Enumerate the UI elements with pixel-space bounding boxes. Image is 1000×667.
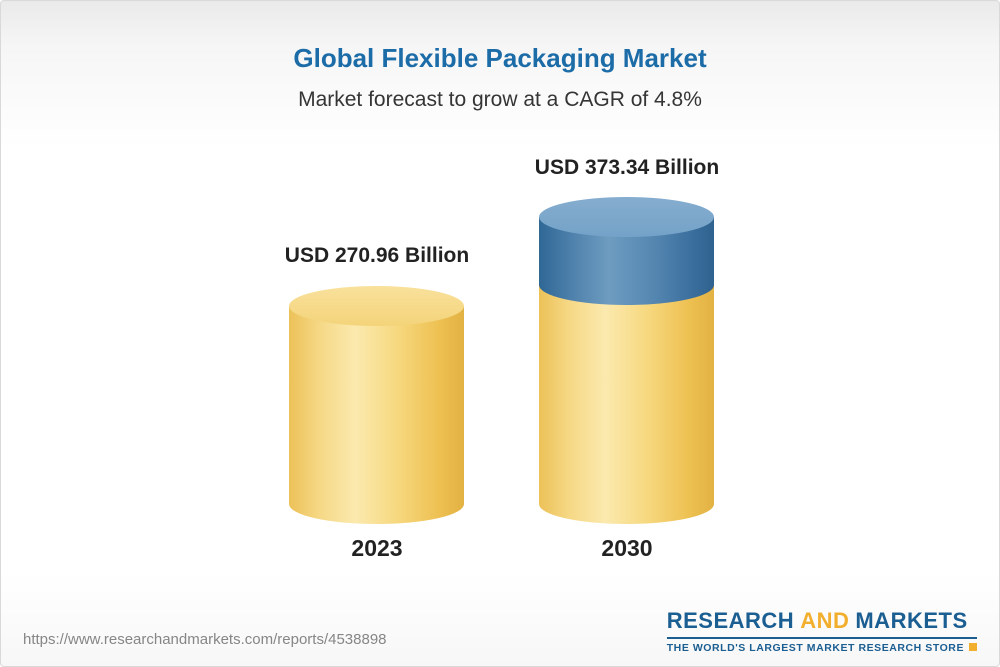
- researchandmarkets-logo: RESEARCH AND MARKETS THE WORLD'S LARGEST M…: [666, 608, 977, 654]
- logo-word-markets: MARKETS: [855, 608, 968, 633]
- bar-2030-base-segment: [539, 277, 714, 524]
- chart-subtitle: Market forecast to grow at a CAGR of 4.8…: [298, 88, 702, 111]
- bar-2030-growth-segment: [539, 197, 714, 305]
- bar-2023-cylinder: [289, 286, 464, 524]
- logo-divider: [666, 637, 977, 639]
- logo-tagline-text: THE WORLD'S LARGEST MARKET RESEARCH STOR…: [666, 642, 964, 654]
- value-label-2030: USD 373.34 Billion: [534, 156, 720, 179]
- logo-wordmark: RESEARCH AND MARKETS: [667, 608, 977, 634]
- chart-title: Global Flexible Packaging Market: [293, 43, 707, 73]
- axis-label-2023: 2023: [351, 535, 403, 561]
- bar-2023-top-ellipse: [289, 286, 464, 326]
- bar-2023-body: [289, 306, 464, 524]
- value-label-2023: USD 270.96 Billion: [284, 244, 470, 267]
- axis-label-2030: 2030: [601, 535, 653, 561]
- logo-tagline: THE WORLD'S LARGEST MARKET RESEARCH STOR…: [667, 642, 977, 654]
- bar-2030-cylinder: [539, 197, 714, 524]
- report-url: https://www.researchandmarkets.com/repor…: [23, 631, 387, 648]
- logo-word-and: AND: [800, 608, 850, 633]
- logo-accent-square: [969, 643, 977, 651]
- bar-2030-top-ellipse: [539, 197, 714, 237]
- logo-word-research: RESEARCH: [666, 608, 795, 633]
